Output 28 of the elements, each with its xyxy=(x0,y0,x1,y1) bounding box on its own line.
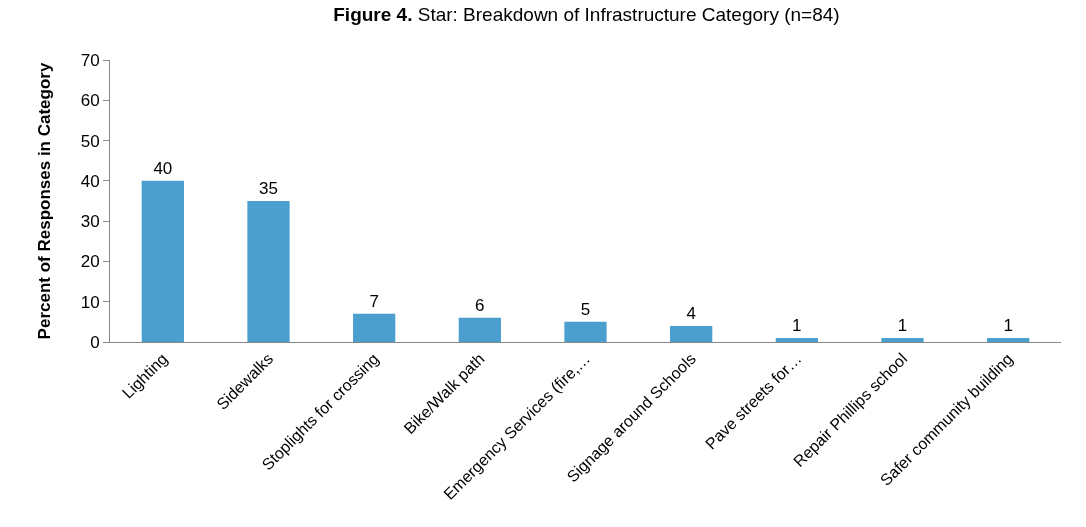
y-tick-label: 0 xyxy=(90,332,100,352)
y-tick-label: 70 xyxy=(80,50,100,70)
y-tick-label: 20 xyxy=(80,252,100,272)
data-label: 40 xyxy=(153,158,173,178)
data-label: 1 xyxy=(1003,315,1013,335)
y-tick-label: 30 xyxy=(80,212,100,232)
data-label: 7 xyxy=(369,291,379,311)
bar xyxy=(670,325,713,342)
data-label: 5 xyxy=(580,299,591,319)
y-tick-label: 40 xyxy=(80,171,100,191)
y-tick-label: 50 xyxy=(80,131,100,151)
chart-title: Figure 4. Star: Breakdown of Infrastructure Category (n=84) xyxy=(333,4,840,26)
bar xyxy=(881,337,924,342)
bar xyxy=(987,337,1030,342)
data-label: 35 xyxy=(259,179,278,198)
bar xyxy=(353,313,396,342)
y-tick-label: 60 xyxy=(80,91,100,111)
data-label: 1 xyxy=(897,315,908,335)
bar xyxy=(564,321,607,342)
data-label: 4 xyxy=(686,303,696,323)
bar xyxy=(247,201,290,342)
data-label: 6 xyxy=(475,295,485,315)
y-tick-label: 10 xyxy=(80,292,100,312)
bar xyxy=(141,180,184,342)
bar xyxy=(775,337,818,342)
bar xyxy=(458,317,501,342)
y-axis-title: Percent of Responses in Category xyxy=(35,62,55,340)
data-label: 1 xyxy=(792,315,802,335)
